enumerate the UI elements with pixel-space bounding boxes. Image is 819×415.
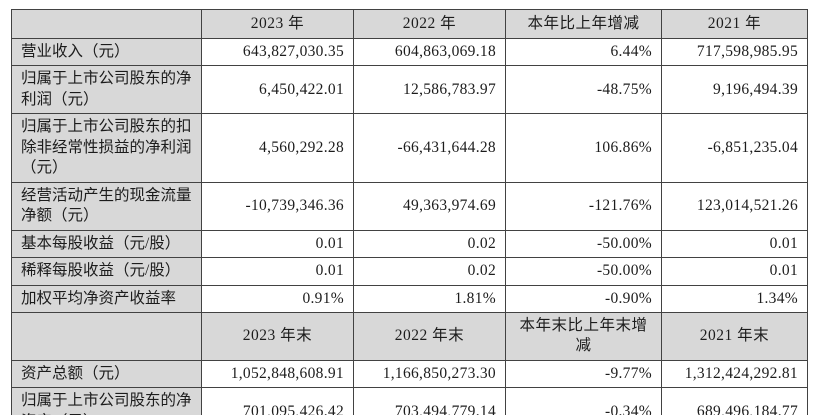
cell-value: -121.76% [505,181,662,231]
cell-value: -9.77% [505,359,662,389]
table-row: 资产总额（元） 1,052,848,608.91 1,166,850,273.30-… [11,359,808,389]
table-row: 归属于上市公司股东的净利润（元） 6,450,422.01 12,586,783.9… [11,65,808,115]
cell-value: 4,560,292.28 [201,113,354,183]
table-row: 归属于上市公司股东的净资产（元）701,095,426.42703,494,77… [11,387,808,415]
column-header: 本年比上年增减 [505,9,662,39]
cell-value: 6.44% [505,37,662,67]
cell-value: -0.34% [505,387,662,415]
cell-value: 9,196,494.39 [661,65,808,115]
table-row: 稀释每股收益（元/股） 0.01 0.02 -50.00% 0.01 [11,257,808,286]
cell-value: 0.91% [201,284,354,313]
cell-value: 701,095,426.42 [201,387,354,415]
column-header: 2022 年 [353,9,506,39]
table-row: 经营活动产生的现金流量净额（元） -10,739,346.36 49,363,974… [11,181,808,231]
column-header: 2023 年末 [201,311,354,361]
cell-value: 703,494,779.14 [353,387,506,415]
cell-value: 689,496,184.77 [661,387,808,415]
cell-value: 106.86% [505,113,662,183]
cell-value: -0.90% [505,284,662,313]
financial-summary-table: 2023 年 2022 年本年比上年增减 2021 年营业收入（元） 643,827,… [11,9,808,415]
cell-value: 1.34% [661,284,808,313]
cell-value: -50.00% [505,257,662,286]
table-row: 加权平均净资产收益率 0.91% 1.81% -0.90% 1.34% [11,284,808,313]
table-row: 归属于上市公司股东的扣除非经常性损益的净利润（元） 4,560,292.28 -66… [11,113,808,183]
cell-value: 0.02 [353,257,506,286]
row-label: 资产总额（元） [11,359,202,389]
corner-cell [11,311,202,361]
table-header-row: 2023 年 2022 年本年比上年增减 2021 年 [11,9,808,39]
row-label: 加权平均净资产收益率 [11,284,202,313]
row-label: 归属于上市公司股东的净资产（元） [11,387,202,415]
financial-summary-table-body: 2023 年 2022 年本年比上年增减 2021 年营业收入（元） 643,827,… [11,9,808,415]
cell-value: -10,739,346.36 [201,181,354,231]
column-header: 2021 年末 [661,311,808,361]
cell-value: 6,450,422.01 [201,65,354,115]
corner-cell [11,9,202,39]
cell-value: 1,052,848,608.91 [201,359,354,389]
cell-value: 0.02 [353,229,506,259]
column-header: 2023 年 [201,9,354,39]
cell-value: 12,586,783.97 [353,65,506,115]
cell-value: 0.01 [201,257,354,286]
cell-value: 1,312,424,292.81 [661,359,808,389]
cell-value: -66,431,644.28 [353,113,506,183]
table-row: 基本每股收益（元/股） 0.01 0.02 -50.00% 0.01 [11,229,808,259]
row-label: 归属于上市公司股东的扣除非经常性损益的净利润（元） [11,113,202,183]
cell-value: 0.01 [661,229,808,259]
cell-value: 0.01 [661,257,808,286]
cell-value: -50.00% [505,229,662,259]
cell-value: 0.01 [201,229,354,259]
cell-value: 49,363,974.69 [353,181,506,231]
cell-value: 1,166,850,273.30 [353,359,506,389]
column-header: 2021 年 [661,9,808,39]
cell-value: 1.81% [353,284,506,313]
cell-value: 604,863,069.18 [353,37,506,67]
cell-value: 717,598,985.95 [661,37,808,67]
cell-value: 643,827,030.35 [201,37,354,67]
cell-value: -48.75% [505,65,662,115]
column-header: 本年末比上年末增减 [505,311,662,361]
cell-value: 123,014,521.26 [661,181,808,231]
row-label: 营业收入（元） [11,37,202,67]
cell-value: -6,851,235.04 [661,113,808,183]
column-header: 2022 年末 [353,311,506,361]
table-header-row: 2023 年末 2022 年末 本年末比上年末增减 2021 年末 [11,311,808,361]
row-label: 经营活动产生的现金流量净额（元） [11,181,202,231]
table-row: 营业收入（元） 643,827,030.35 604,863,069.18 6.44%… [11,37,808,67]
row-label: 稀释每股收益（元/股） [11,257,202,286]
row-label: 归属于上市公司股东的净利润（元） [11,65,202,115]
row-label: 基本每股收益（元/股） [11,229,202,259]
